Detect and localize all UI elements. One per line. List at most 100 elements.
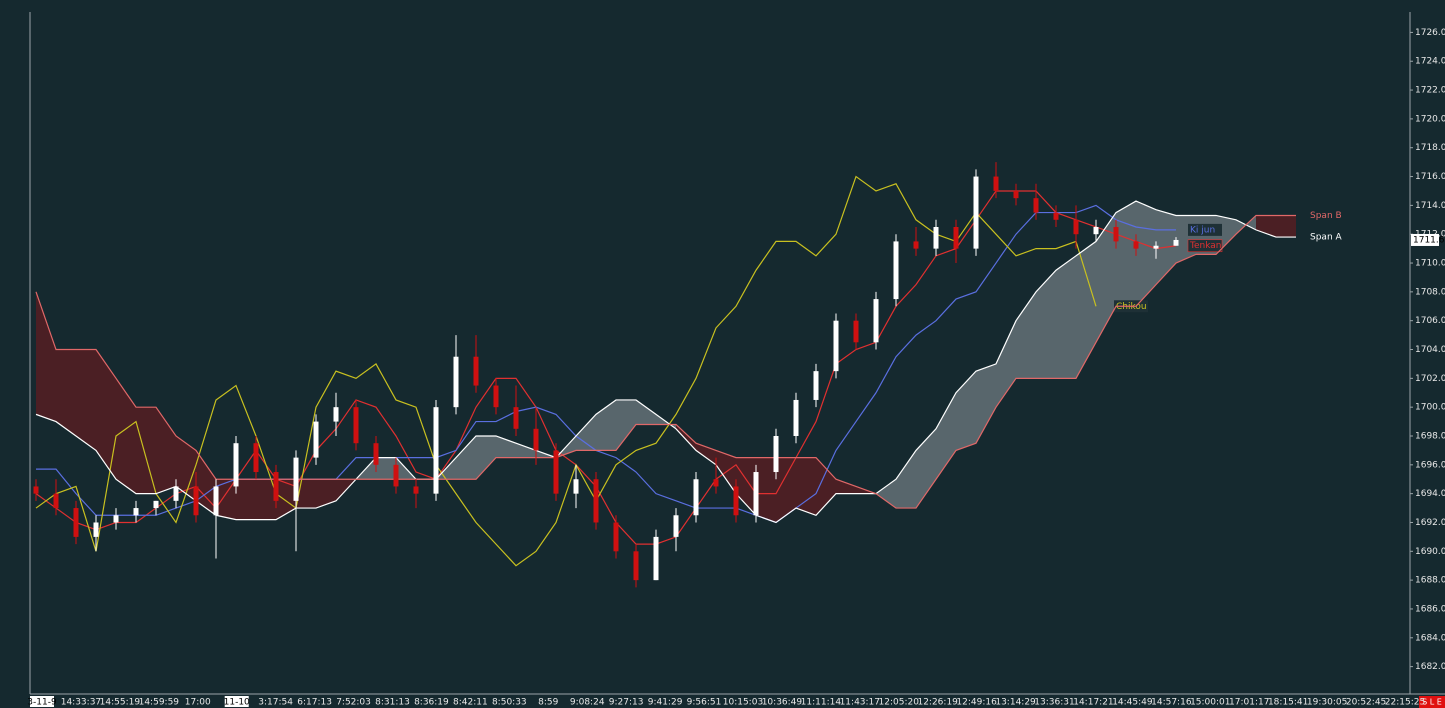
cloud: [836, 479, 856, 494]
cloud: [1096, 212, 1116, 343]
candle-body: [433, 407, 439, 494]
candle-body: [153, 500, 159, 509]
x-tick-label: 12:26:19: [917, 698, 958, 708]
candle-body: [213, 486, 219, 516]
x-tick-label: 9:41:29: [648, 698, 683, 708]
y-tick-label: 1690.0: [1415, 547, 1445, 557]
indicator-line: [35, 175, 1097, 567]
candle-body: [393, 464, 399, 487]
candle-body: [753, 472, 759, 516]
candle-body: [313, 421, 319, 458]
x-tick-label: 8:31:13: [375, 698, 410, 708]
candle-body: [173, 486, 179, 501]
y-tick-label: 1698.0: [1415, 431, 1445, 441]
y-tick-label: 1714.0: [1415, 201, 1445, 211]
candle-body: [653, 536, 659, 581]
candle-body: [673, 515, 679, 537]
cloud: [136, 407, 156, 494]
candle-body: [113, 515, 119, 523]
candle-body: [353, 407, 359, 444]
x-tick-label: 10:15:03: [723, 698, 763, 708]
x-tick-label: 17:00: [185, 698, 211, 708]
cloud: [956, 371, 976, 451]
cloud: [976, 363, 996, 444]
y-tick-label: 1700.0: [1415, 403, 1445, 413]
cloud: [1276, 215, 1296, 238]
candle-body: [793, 399, 799, 436]
cloud: [796, 457, 816, 516]
cloud: [316, 479, 336, 509]
candle-body: [73, 508, 79, 537]
x-tick-label: 15:00:01: [1190, 698, 1230, 708]
x-tick-label: 8:36:19: [414, 698, 449, 708]
line-label: Ki jun: [1190, 225, 1215, 235]
indicator-line: [35, 190, 1177, 545]
cloud: [816, 457, 836, 516]
candle-body: [293, 457, 299, 501]
y-tick-label: 1708.0: [1415, 287, 1445, 297]
cloud: [1056, 255, 1076, 379]
candle-body: [733, 486, 739, 516]
y-tick-label: 1720.0: [1415, 114, 1445, 124]
y-tick-label: 1692.0: [1415, 518, 1445, 528]
x-tick-label: 14:17:21: [1073, 698, 1113, 708]
x-tick-label: 12:05:20: [879, 698, 920, 708]
cloud: [376, 457, 396, 480]
x-tick-label: 14:33:37: [61, 698, 101, 708]
status-box: [1419, 696, 1445, 708]
x-tick-label: 3-11-9: [27, 698, 57, 708]
candle-body: [953, 226, 959, 249]
x-tick-label: 9:08:24: [570, 698, 605, 708]
cloud: [596, 399, 616, 451]
x-tick-label: 11:43:17: [840, 698, 880, 708]
candle-body: [593, 479, 599, 523]
indicator-line: [35, 200, 1296, 524]
cloud: [76, 349, 96, 451]
candle-body: [233, 443, 239, 487]
y-tick-label: 1686.0: [1415, 604, 1445, 614]
candle-body: [1013, 190, 1019, 199]
candle-body: [933, 226, 939, 249]
line-label-box: [1188, 223, 1222, 236]
x-tick-label: 13:14:29: [995, 698, 1036, 708]
cloud: [216, 479, 236, 520]
candle-body: [1053, 212, 1059, 220]
candle-body: [53, 493, 59, 509]
candle-body: [1093, 226, 1099, 235]
x-tick-label: 14:59:59: [139, 698, 180, 708]
y-tick-label: 1710.0: [1415, 259, 1445, 269]
candle-body: [713, 479, 719, 487]
candle-body: [893, 241, 899, 300]
candle-body: [1073, 219, 1079, 235]
candle-body: [773, 435, 779, 473]
y-tick-label: 1682.0: [1415, 662, 1445, 672]
cloud: [756, 457, 776, 523]
cloud: [1036, 270, 1056, 379]
cloud: [176, 435, 196, 501]
cloud: [876, 479, 896, 509]
x-tick-label: 14:45:49: [1112, 698, 1153, 708]
x-tick-label: 12:49:16: [956, 698, 997, 708]
candle-body: [1033, 198, 1039, 213]
x-tick-label: 13:36:31: [1034, 698, 1074, 708]
candle-body: [413, 486, 419, 494]
candle-body: [33, 486, 39, 494]
candle-body: [693, 479, 699, 516]
indicator-line: [35, 214, 1296, 509]
candle-body: [573, 479, 579, 494]
cloud: [776, 457, 796, 523]
y-tick-label: 1718.0: [1415, 143, 1445, 153]
candle-body: [873, 299, 879, 343]
candle-body: [373, 443, 379, 465]
candle-body: [1133, 241, 1139, 249]
y-tick-label: 1684.0: [1415, 633, 1445, 643]
x-tick-label: 10:36:49: [762, 698, 803, 708]
indicator-line: [36, 204, 1176, 524]
y-tick-label: 1696.0: [1415, 460, 1445, 470]
cloud: [476, 435, 496, 480]
cloud: [1076, 241, 1096, 379]
last-price-label: 1711.6: [1413, 235, 1445, 245]
cloud: [696, 443, 716, 465]
candle-body: [833, 320, 839, 372]
candle-body: [493, 385, 499, 408]
